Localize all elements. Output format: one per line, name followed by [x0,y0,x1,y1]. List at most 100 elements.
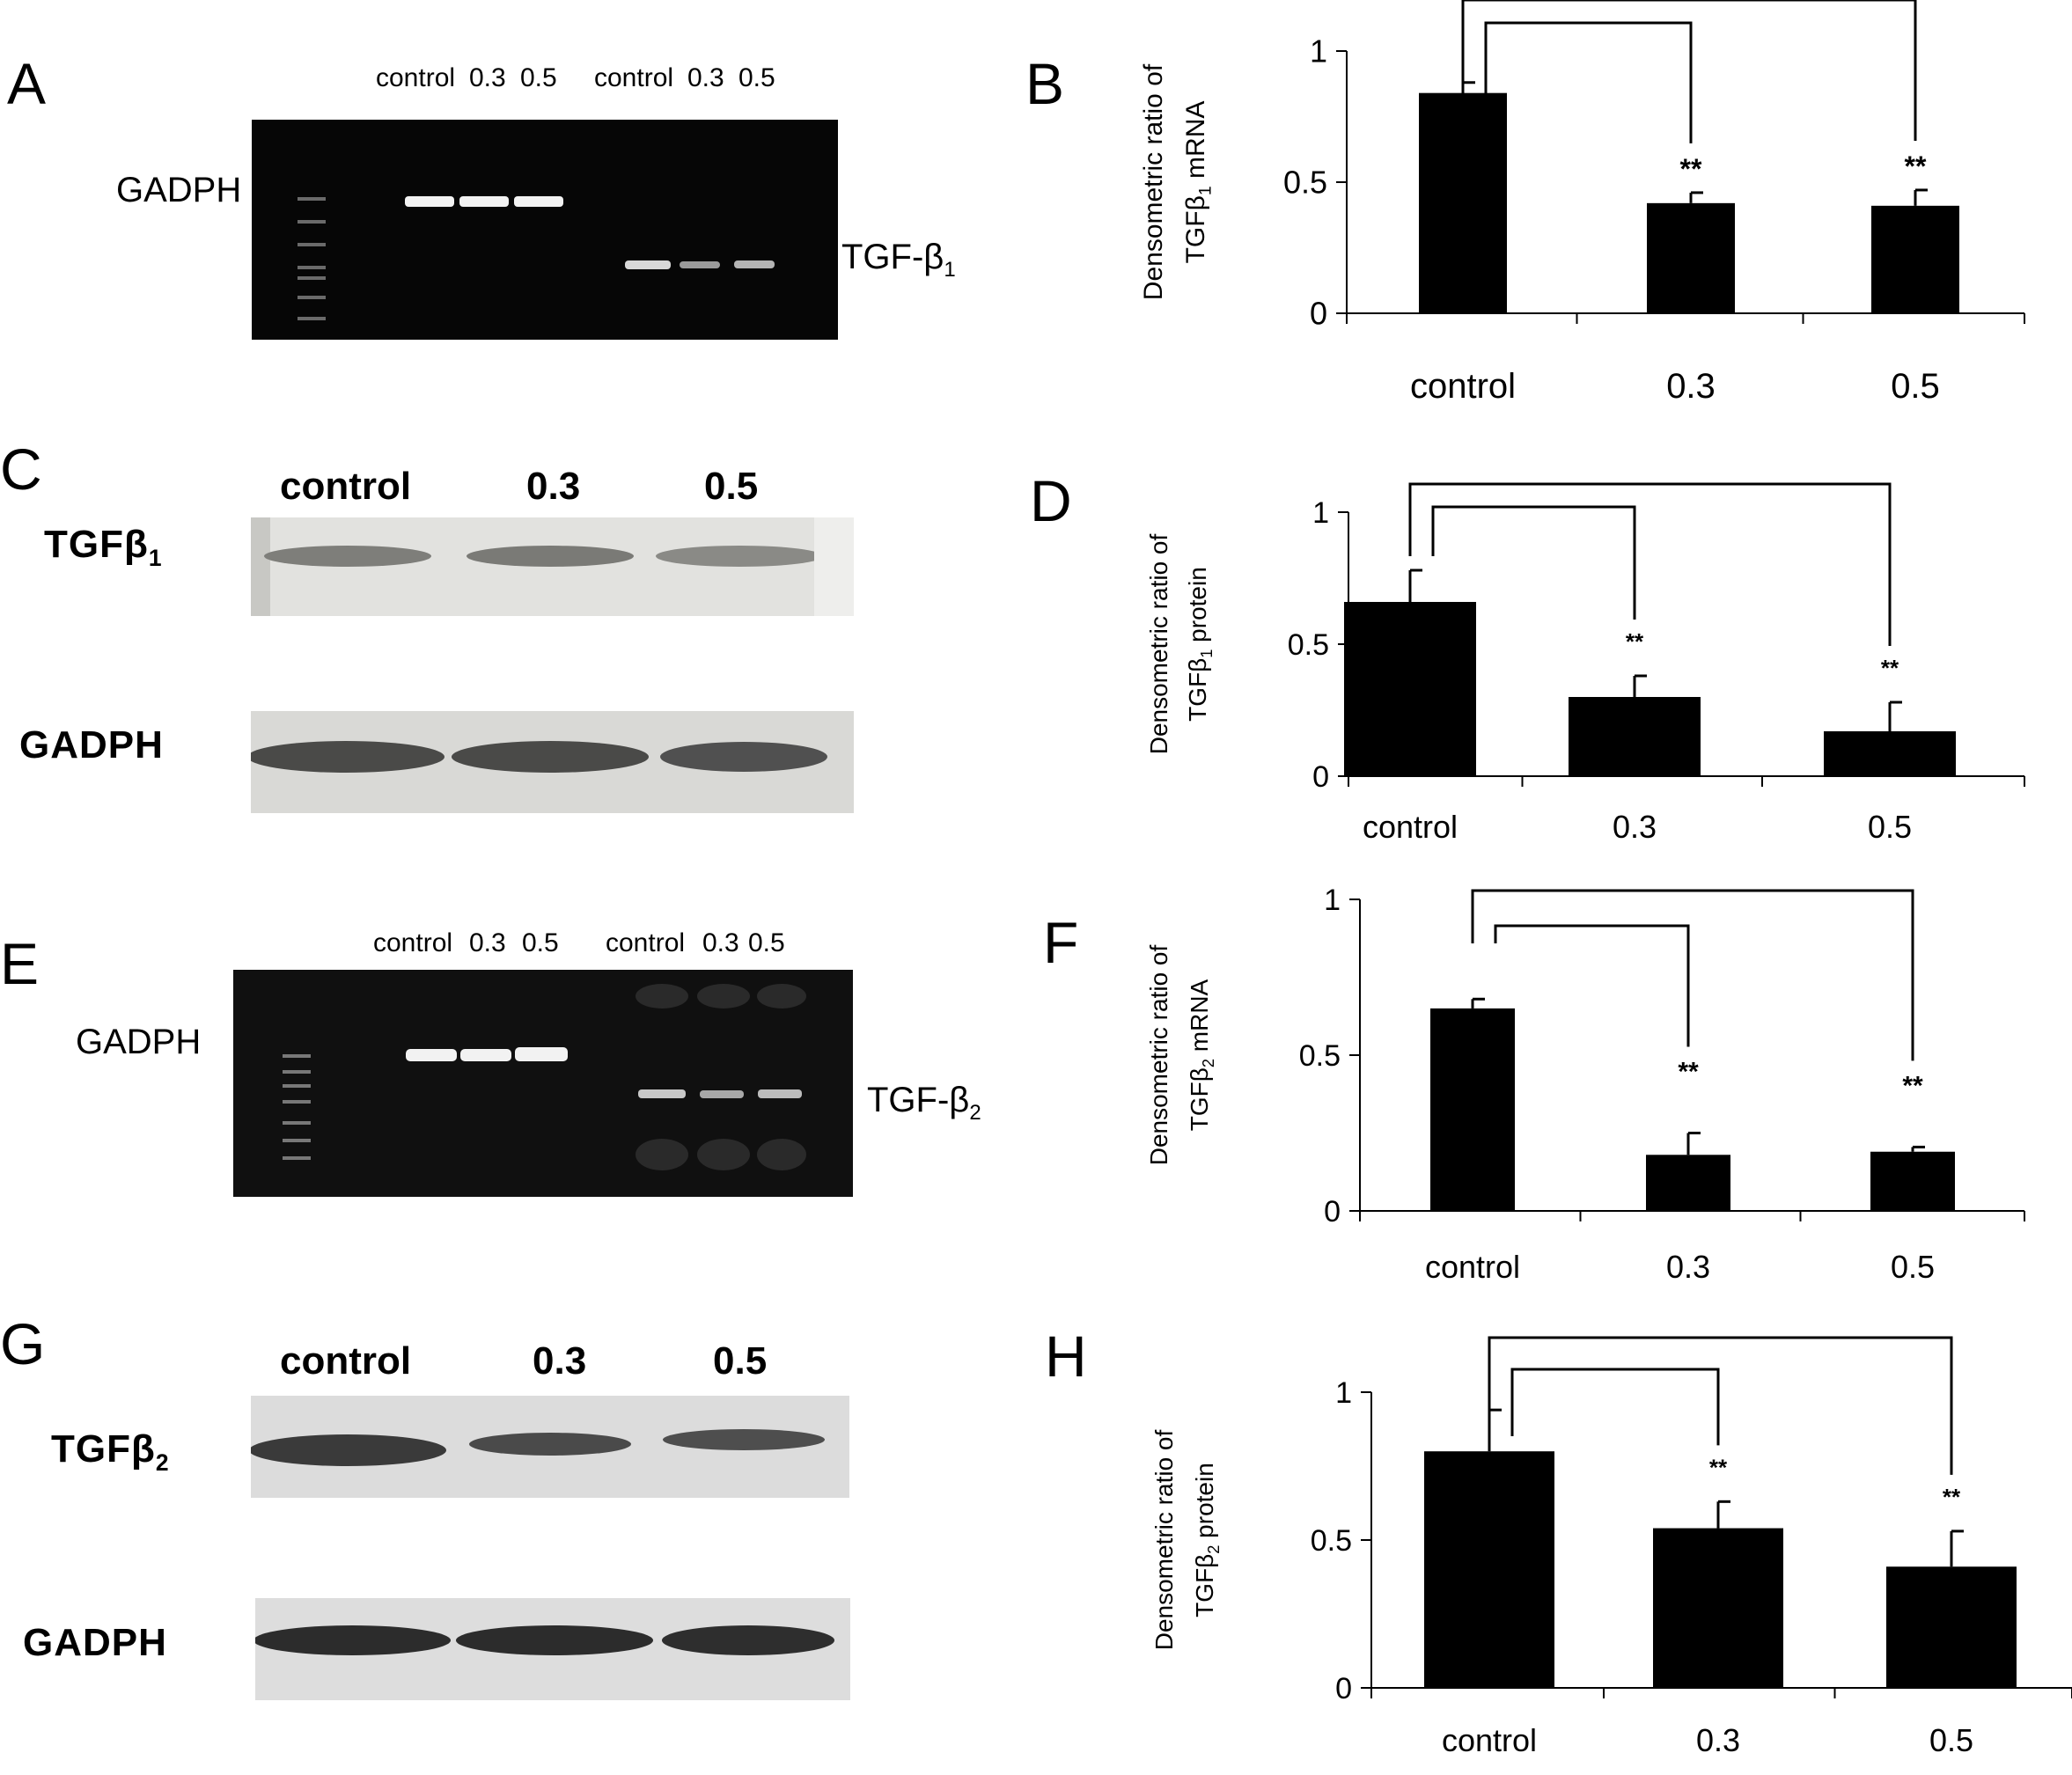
gel-e-image [233,970,853,1197]
y-tick-label: 0.5 [1283,165,1327,201]
panel-letter-c: C [0,436,42,502]
y-axis-label: TGFβ2 mRNA [1186,979,1217,1131]
gel-a-target-label: TGF-β1 [841,238,956,282]
wb-c-lane-label: 0.3 [526,465,581,508]
gel-a-lane-label: control [594,63,674,92]
gel-e-lane-label: control [373,928,453,957]
gel-e-gadph-label: GADPH [76,1023,202,1061]
gel-e-lane-label: control [606,928,686,957]
bar [1824,731,1956,776]
gel-e-lane-label: 0.5 [748,928,785,957]
bracket-outer [1471,889,1914,1061]
bar [1886,1566,2017,1688]
wb-c-target-blot [251,517,854,616]
gel-e-lane-label: 0.3 [469,928,506,957]
gel-e-target-label: TGF-β2 [867,1081,981,1125]
significance-marker: ** [1902,1071,1923,1100]
wb-c-gadph-label: GADPH [19,723,164,766]
x-category-label: 0.3 [1696,1722,1740,1758]
wb-g-lane-label: control [280,1339,412,1383]
y-axis-label: TGFβ2 protein [1191,1463,1223,1617]
x-category-label: control [1425,1249,1520,1285]
x-category-label: control [1363,809,1458,845]
bracket-inner [1484,21,1693,143]
bar [1424,1451,1554,1688]
bar [1344,602,1476,776]
chart-d: 0 0.5 1 control 0.3 ** 0.5 ** Densometric ratio … [1145,482,2025,845]
bracket-inner [1494,924,1690,1047]
significance-marker: ** [1709,1454,1728,1480]
gel-a-lane-label: 0.5 [520,63,557,92]
gel-a-lane-label: 0.5 [738,63,775,92]
wb-c-lane-label: 0.5 [704,465,759,508]
bar [1419,92,1507,314]
significance-marker: ** [1943,1484,1961,1510]
x-category-label: 0.5 [1929,1722,1973,1758]
wb-c-lane-label: control [280,465,412,508]
wb-c-gadph-blot [251,711,854,813]
y-axis-label: TGFβ1 mRNA [1181,101,1216,264]
significance-marker: ** [1626,628,1644,655]
y-tick-label: 1 [1335,1376,1352,1410]
bracket-outer [1461,0,1917,141]
bar [1646,1155,1730,1211]
panel-letter-g: G [0,1311,46,1376]
gel-a-lane-label: 0.3 [469,63,506,92]
gel-a-lane-label: control [376,63,456,92]
wb-g-gadph-blot [255,1598,850,1700]
bar [1569,697,1701,776]
bracket-inner [1431,505,1636,620]
y-tick-label: 0 [1335,1672,1352,1705]
x-category-label: 0.3 [1666,367,1716,406]
x-category-label: control [1442,1722,1537,1758]
panel-letter-f: F [1043,910,1079,975]
y-tick-label: 1 [1310,33,1327,70]
gel-a-gadph-label: GADPH [116,171,242,209]
bar [1870,1151,1955,1211]
gel-a-lane-label: 0.3 [687,63,724,92]
significance-marker: ** [1905,150,1927,182]
bracket-inner [1510,1368,1720,1446]
panel-letter-h: H [1045,1324,1087,1389]
gel-e-lane-label: 0.3 [702,928,739,957]
panel-letter-d: D [1030,468,1072,533]
chart-h: 0 0.5 1 control 0.3 ** 0.5 ** Densometric ratio … [1150,1336,2072,1758]
bracket-outer [1408,482,1892,646]
y-axis-label: Densometric ratio of [1145,945,1172,1166]
gel-e-lane-label: 0.5 [522,928,559,957]
wb-g-lane-label: 0.5 [713,1339,768,1383]
y-tick-label: 0 [1312,760,1329,794]
y-tick-label: 0.5 [1311,1524,1352,1558]
y-tick-label: 0 [1310,296,1327,332]
bracket-outer [1488,1336,1953,1475]
chart-f: 0 0.5 1 control 0.3 ** 0.5 ** Densometric ratio … [1145,884,2025,1285]
gel-a-image [252,120,838,340]
y-tick-label: 0 [1324,1195,1341,1229]
y-tick-label: 1 [1312,496,1329,530]
wb-g-target-blot [251,1396,849,1498]
bar [1647,202,1735,313]
panel-letter-e: E [0,931,40,996]
y-tick-label: 1 [1324,884,1341,917]
y-axis-label: Densometric ratio of [1145,534,1172,755]
bar [1430,1008,1515,1211]
significance-marker: ** [1678,1058,1699,1087]
y-axis-label: Densometric ratio of [1150,1430,1178,1651]
y-axis-label: TGFβ1 protein [1184,567,1216,722]
significance-marker: ** [1680,153,1702,185]
y-axis-label: Densometric ratio of [1139,63,1168,300]
panel-letter-b: B [1025,51,1065,116]
wb-c-target-label: TGFβ1 [44,523,163,571]
x-category-label: control [1410,367,1516,406]
bar [1653,1528,1783,1688]
y-tick-label: 0.5 [1288,628,1329,662]
wb-g-target-label: TGFβ2 [51,1427,170,1476]
x-category-label: 0.5 [1868,809,1912,845]
x-category-label: 0.3 [1666,1249,1710,1285]
x-category-label: 0.5 [1891,367,1940,406]
x-category-label: 0.5 [1891,1249,1935,1285]
significance-marker: ** [1881,655,1899,681]
wb-g-lane-label: 0.3 [533,1339,587,1383]
chart-b: 0 0.5 1 control 0.3 ** 0.5 ** Densometric ratio … [1139,0,2025,406]
x-category-label: 0.3 [1613,809,1657,845]
